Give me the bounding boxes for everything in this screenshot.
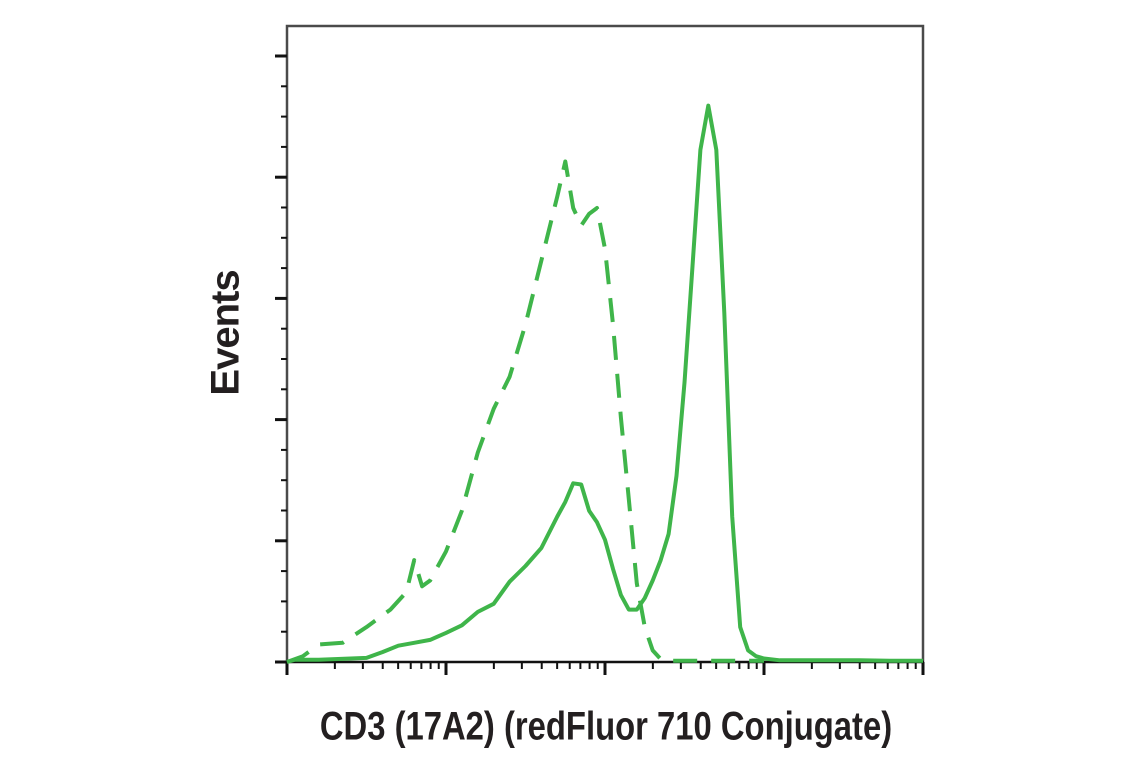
x-axis-ticks <box>285 662 925 675</box>
plot-frame <box>285 24 925 664</box>
y-axis-label: Events <box>203 270 248 396</box>
x-axis-label: CD3 (17A2) (redFluor 710 Conjugate) <box>319 704 893 749</box>
y-axis-ticks <box>275 54 287 664</box>
plot-border <box>285 24 925 662</box>
control-histogram-line <box>286 159 764 664</box>
histogram-series <box>286 103 923 664</box>
stained-histogram-line <box>286 103 923 664</box>
